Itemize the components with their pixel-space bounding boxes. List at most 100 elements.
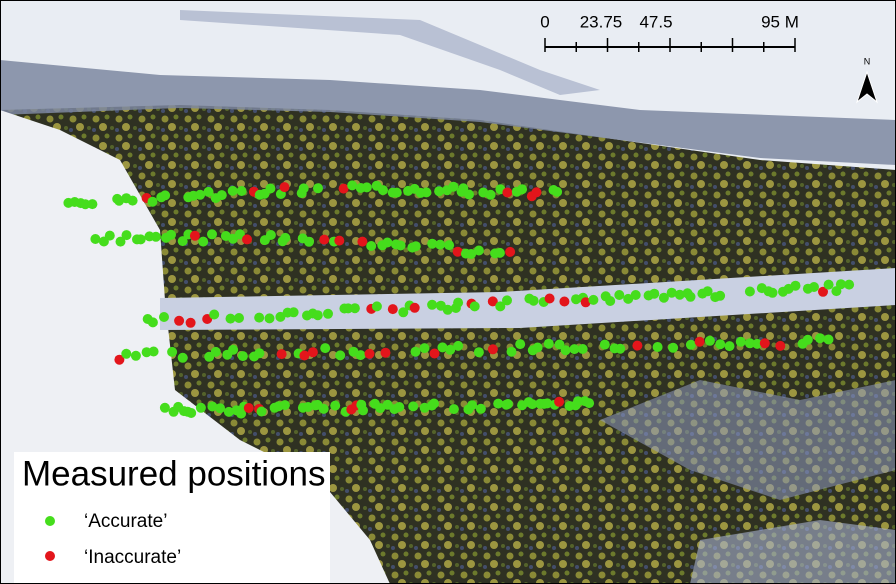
position-marker bbox=[605, 296, 615, 306]
position-marker bbox=[529, 296, 539, 306]
position-marker bbox=[467, 400, 477, 410]
position-marker bbox=[313, 183, 323, 193]
scale-label: 23.75 bbox=[580, 12, 623, 31]
position-marker bbox=[631, 290, 641, 300]
legend-title: Measured positions bbox=[22, 454, 326, 493]
scale-label: 0 bbox=[540, 12, 549, 31]
position-marker bbox=[394, 402, 404, 412]
position-marker bbox=[578, 344, 588, 354]
position-marker bbox=[128, 196, 138, 206]
position-marker bbox=[178, 353, 188, 363]
position-marker bbox=[429, 399, 439, 409]
position-marker bbox=[559, 297, 569, 307]
position-marker bbox=[299, 183, 309, 193]
position-marker bbox=[515, 339, 525, 349]
position-marker bbox=[339, 184, 349, 194]
position-marker bbox=[505, 247, 515, 257]
position-marker bbox=[159, 312, 169, 322]
position-marker bbox=[388, 304, 398, 314]
position-marker bbox=[357, 237, 367, 247]
position-marker bbox=[257, 407, 267, 417]
position-marker bbox=[215, 403, 225, 413]
position-marker bbox=[277, 349, 287, 359]
position-marker bbox=[649, 289, 659, 299]
position-marker bbox=[148, 197, 158, 207]
position-marker bbox=[366, 241, 376, 251]
position-marker bbox=[476, 404, 486, 414]
position-marker bbox=[588, 295, 598, 305]
position-marker bbox=[791, 281, 801, 291]
position-marker bbox=[358, 405, 368, 415]
position-marker bbox=[90, 234, 100, 244]
position-marker bbox=[237, 186, 247, 196]
position-marker bbox=[254, 348, 264, 358]
position-marker bbox=[365, 349, 375, 359]
position-marker bbox=[313, 310, 323, 320]
position-marker bbox=[381, 348, 391, 358]
position-marker bbox=[411, 347, 421, 357]
position-marker bbox=[844, 280, 854, 290]
position-marker bbox=[167, 347, 177, 357]
position-marker bbox=[330, 401, 340, 411]
position-marker bbox=[554, 397, 564, 407]
position-marker bbox=[824, 335, 834, 345]
position-marker bbox=[382, 238, 392, 248]
position-marker bbox=[686, 292, 696, 302]
position-marker bbox=[544, 339, 554, 349]
position-marker bbox=[198, 237, 208, 247]
position-marker bbox=[815, 333, 825, 343]
position-marker bbox=[334, 236, 344, 246]
legend: Measured positions ‘Accurate’ ‘Inaccurat… bbox=[14, 452, 330, 584]
position-marker bbox=[335, 350, 345, 360]
position-marker bbox=[122, 230, 132, 240]
position-marker bbox=[745, 287, 755, 297]
position-marker bbox=[265, 313, 275, 323]
position-marker bbox=[304, 237, 314, 247]
position-marker bbox=[803, 335, 813, 345]
position-marker bbox=[266, 230, 276, 240]
position-marker bbox=[372, 301, 382, 311]
position-marker bbox=[350, 303, 360, 313]
position-marker bbox=[242, 234, 252, 244]
position-marker bbox=[87, 199, 97, 209]
position-marker bbox=[768, 288, 778, 298]
position-marker bbox=[495, 248, 505, 258]
position-marker bbox=[715, 291, 725, 301]
position-marker bbox=[449, 404, 459, 414]
position-marker bbox=[356, 350, 366, 360]
position-marker bbox=[186, 318, 196, 328]
position-marker bbox=[190, 231, 200, 241]
position-marker bbox=[715, 339, 725, 349]
position-marker bbox=[217, 190, 227, 200]
position-marker bbox=[320, 343, 330, 353]
position-marker bbox=[453, 298, 463, 308]
position-marker bbox=[265, 184, 275, 194]
position-marker bbox=[280, 182, 290, 192]
position-marker bbox=[151, 232, 161, 242]
position-marker bbox=[444, 240, 454, 250]
position-marker bbox=[615, 344, 625, 354]
position-marker bbox=[226, 314, 236, 324]
position-marker bbox=[668, 343, 678, 353]
position-marker bbox=[238, 351, 248, 361]
position-marker bbox=[705, 336, 715, 346]
position-marker bbox=[488, 344, 498, 354]
scale-label: 47.5 bbox=[639, 12, 672, 31]
position-marker bbox=[552, 187, 562, 197]
position-marker bbox=[196, 403, 206, 413]
position-marker bbox=[392, 188, 402, 198]
legend-label: ‘Accurate’ bbox=[84, 511, 167, 532]
position-marker bbox=[234, 313, 244, 323]
position-marker bbox=[474, 347, 484, 357]
legend-label: ‘Inaccurate’ bbox=[84, 547, 181, 568]
position-marker bbox=[280, 233, 290, 243]
position-marker bbox=[319, 404, 329, 414]
position-marker bbox=[725, 341, 735, 351]
position-marker bbox=[600, 340, 610, 350]
position-marker bbox=[308, 347, 318, 357]
north-label: N bbox=[864, 56, 871, 66]
position-marker bbox=[136, 234, 146, 244]
position-marker bbox=[533, 343, 543, 353]
position-marker bbox=[502, 295, 512, 305]
position-marker bbox=[280, 400, 290, 410]
